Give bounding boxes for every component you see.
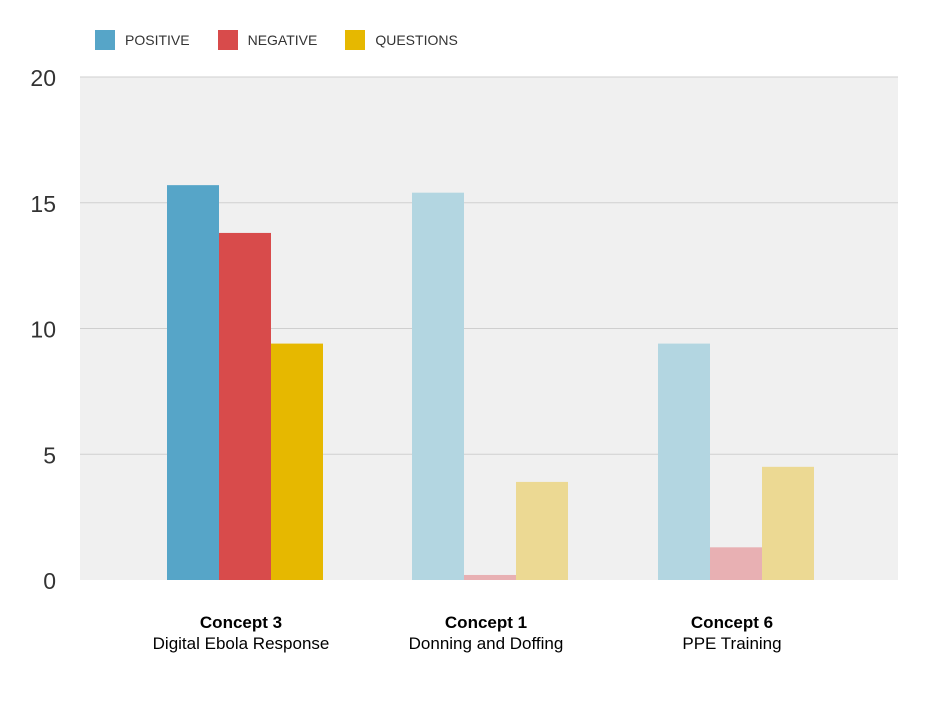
category-label: Concept 1 Donning and Doffing: [356, 612, 616, 654]
legend-swatch-questions: [345, 30, 366, 50]
legend-item-questions: QUESTIONS: [345, 30, 458, 50]
bar-questions: [762, 466, 814, 580]
y-tick-label: 20: [30, 65, 56, 91]
bars: [167, 185, 814, 580]
category-title: Concept 3: [199, 613, 283, 632]
bar-negative: [464, 574, 516, 580]
bar-positive: [167, 185, 219, 580]
legend: POSITIVE NEGATIVE QUESTIONS: [95, 30, 458, 50]
y-tick-label: 0: [43, 568, 56, 594]
bar-negative: [219, 232, 271, 580]
category-label: Concept 6 PPE Training: [602, 612, 862, 654]
y-tick-label: 5: [43, 442, 56, 468]
category-subtitle: Donning and Doffing: [408, 634, 564, 653]
legend-label-positive: POSITIVE: [125, 32, 190, 48]
category-title: Concept 6: [690, 613, 774, 632]
category-subtitle: Digital Ebola Response: [152, 634, 330, 653]
y-tick-label: 10: [30, 317, 56, 343]
legend-item-positive: POSITIVE: [95, 30, 190, 50]
legend-item-negative: NEGATIVE: [217, 30, 318, 50]
category-subtitle: PPE Training: [682, 634, 782, 653]
category-title: Concept 1: [444, 613, 528, 632]
legend-swatch-negative: [217, 30, 238, 50]
x-axis-labels: Concept 3 Digital Ebola Response Concept…: [0, 612, 946, 672]
y-axis-ticks: 0 5 10 15 20: [30, 65, 56, 594]
y-tick-label: 15: [30, 191, 56, 217]
legend-label-questions: QUESTIONS: [375, 32, 458, 48]
legend-swatch-positive: [95, 30, 115, 50]
legend-label-negative: NEGATIVE: [247, 32, 318, 48]
bar-questions: [516, 481, 568, 580]
bar-questions: [271, 343, 323, 580]
bar-positive: [658, 343, 710, 580]
category-label: Concept 3 Digital Ebola Response: [111, 612, 371, 654]
bar-negative: [710, 547, 762, 580]
bar-positive: [412, 192, 464, 580]
